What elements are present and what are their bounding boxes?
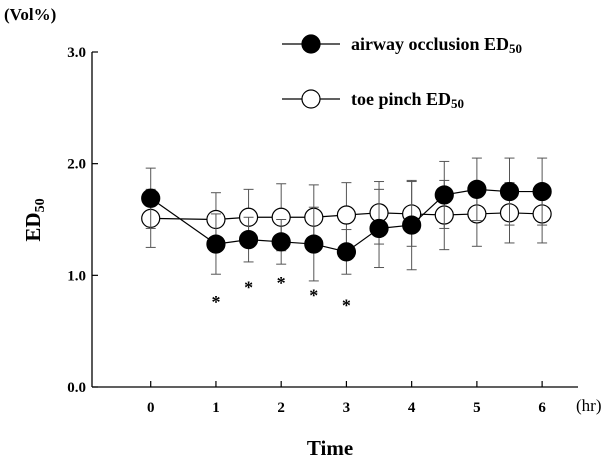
data-point	[532, 181, 552, 202]
x-tick-label: 2	[277, 400, 285, 416]
significance-asterisk: *	[244, 278, 253, 298]
data-point	[336, 242, 357, 262]
y-axis-label-sub: 50	[33, 198, 48, 212]
legend-label-airway-occlusion-main: airway occlusion ED	[351, 34, 509, 54]
x-tick-label: 3	[343, 400, 351, 416]
data-point	[271, 232, 291, 252]
x-tick-label: 5	[473, 400, 481, 416]
significance-asterisk: *	[309, 285, 318, 305]
legend-marker-filled-circle	[301, 34, 321, 54]
y-unit-label: (Vol%)	[4, 5, 56, 24]
x-unit-label: (hr)	[576, 396, 601, 415]
y-axis-label-main: ED	[21, 212, 45, 241]
x-axis-label: Time	[307, 436, 353, 460]
data-point	[141, 188, 161, 208]
annotation-layer: * * * * *	[211, 273, 350, 315]
legend-label-airway-occlusion: airway occlusion ED50	[351, 34, 522, 56]
x-tick-label: 4	[408, 400, 416, 416]
data-point	[369, 218, 389, 239]
y-tick-label: 2.0	[67, 157, 86, 173]
significance-asterisk: *	[342, 295, 351, 315]
legend-label-toe-pinch: toe pinch ED50	[351, 89, 464, 111]
data-point	[206, 234, 226, 254]
y-tick-label: 0.0	[67, 380, 86, 396]
data-point	[402, 215, 422, 235]
x-ticks: 0 1 2 3 4 5 6	[147, 381, 546, 416]
data-point	[434, 185, 454, 205]
data-point	[336, 205, 357, 225]
legend-label-airway-occlusion-sub: 50	[509, 41, 522, 56]
axes	[91, 52, 578, 388]
data-point	[467, 179, 487, 199]
legend-item-toe-pinch: toe pinch ED50	[282, 89, 464, 111]
legend: airway occlusion ED50 toe pinch ED50	[282, 34, 522, 111]
y-tick-label: 1.0	[67, 268, 86, 284]
series-layer	[141, 157, 552, 282]
data-point	[499, 181, 520, 202]
series-airway-occlusion	[141, 157, 552, 282]
legend-label-toe-pinch-main: toe pinch ED	[351, 89, 451, 109]
x-tick-label: 1	[212, 400, 220, 416]
legend-item-airway-occlusion: airway occlusion ED50	[282, 34, 522, 56]
x-tick-label: 0	[147, 400, 155, 416]
legend-label-toe-pinch-sub: 50	[451, 96, 464, 111]
legend-marker-open-circle	[301, 89, 321, 109]
data-point	[238, 230, 259, 250]
significance-asterisk: *	[277, 273, 286, 293]
data-point	[304, 234, 324, 254]
y-ticks: 0.0 1.0 2.0 3.0	[67, 45, 98, 396]
y-axis-label: ED50	[21, 198, 48, 241]
x-tick-label: 6	[538, 400, 546, 416]
y-tick-label: 3.0	[67, 45, 86, 61]
significance-asterisk: *	[211, 292, 220, 312]
